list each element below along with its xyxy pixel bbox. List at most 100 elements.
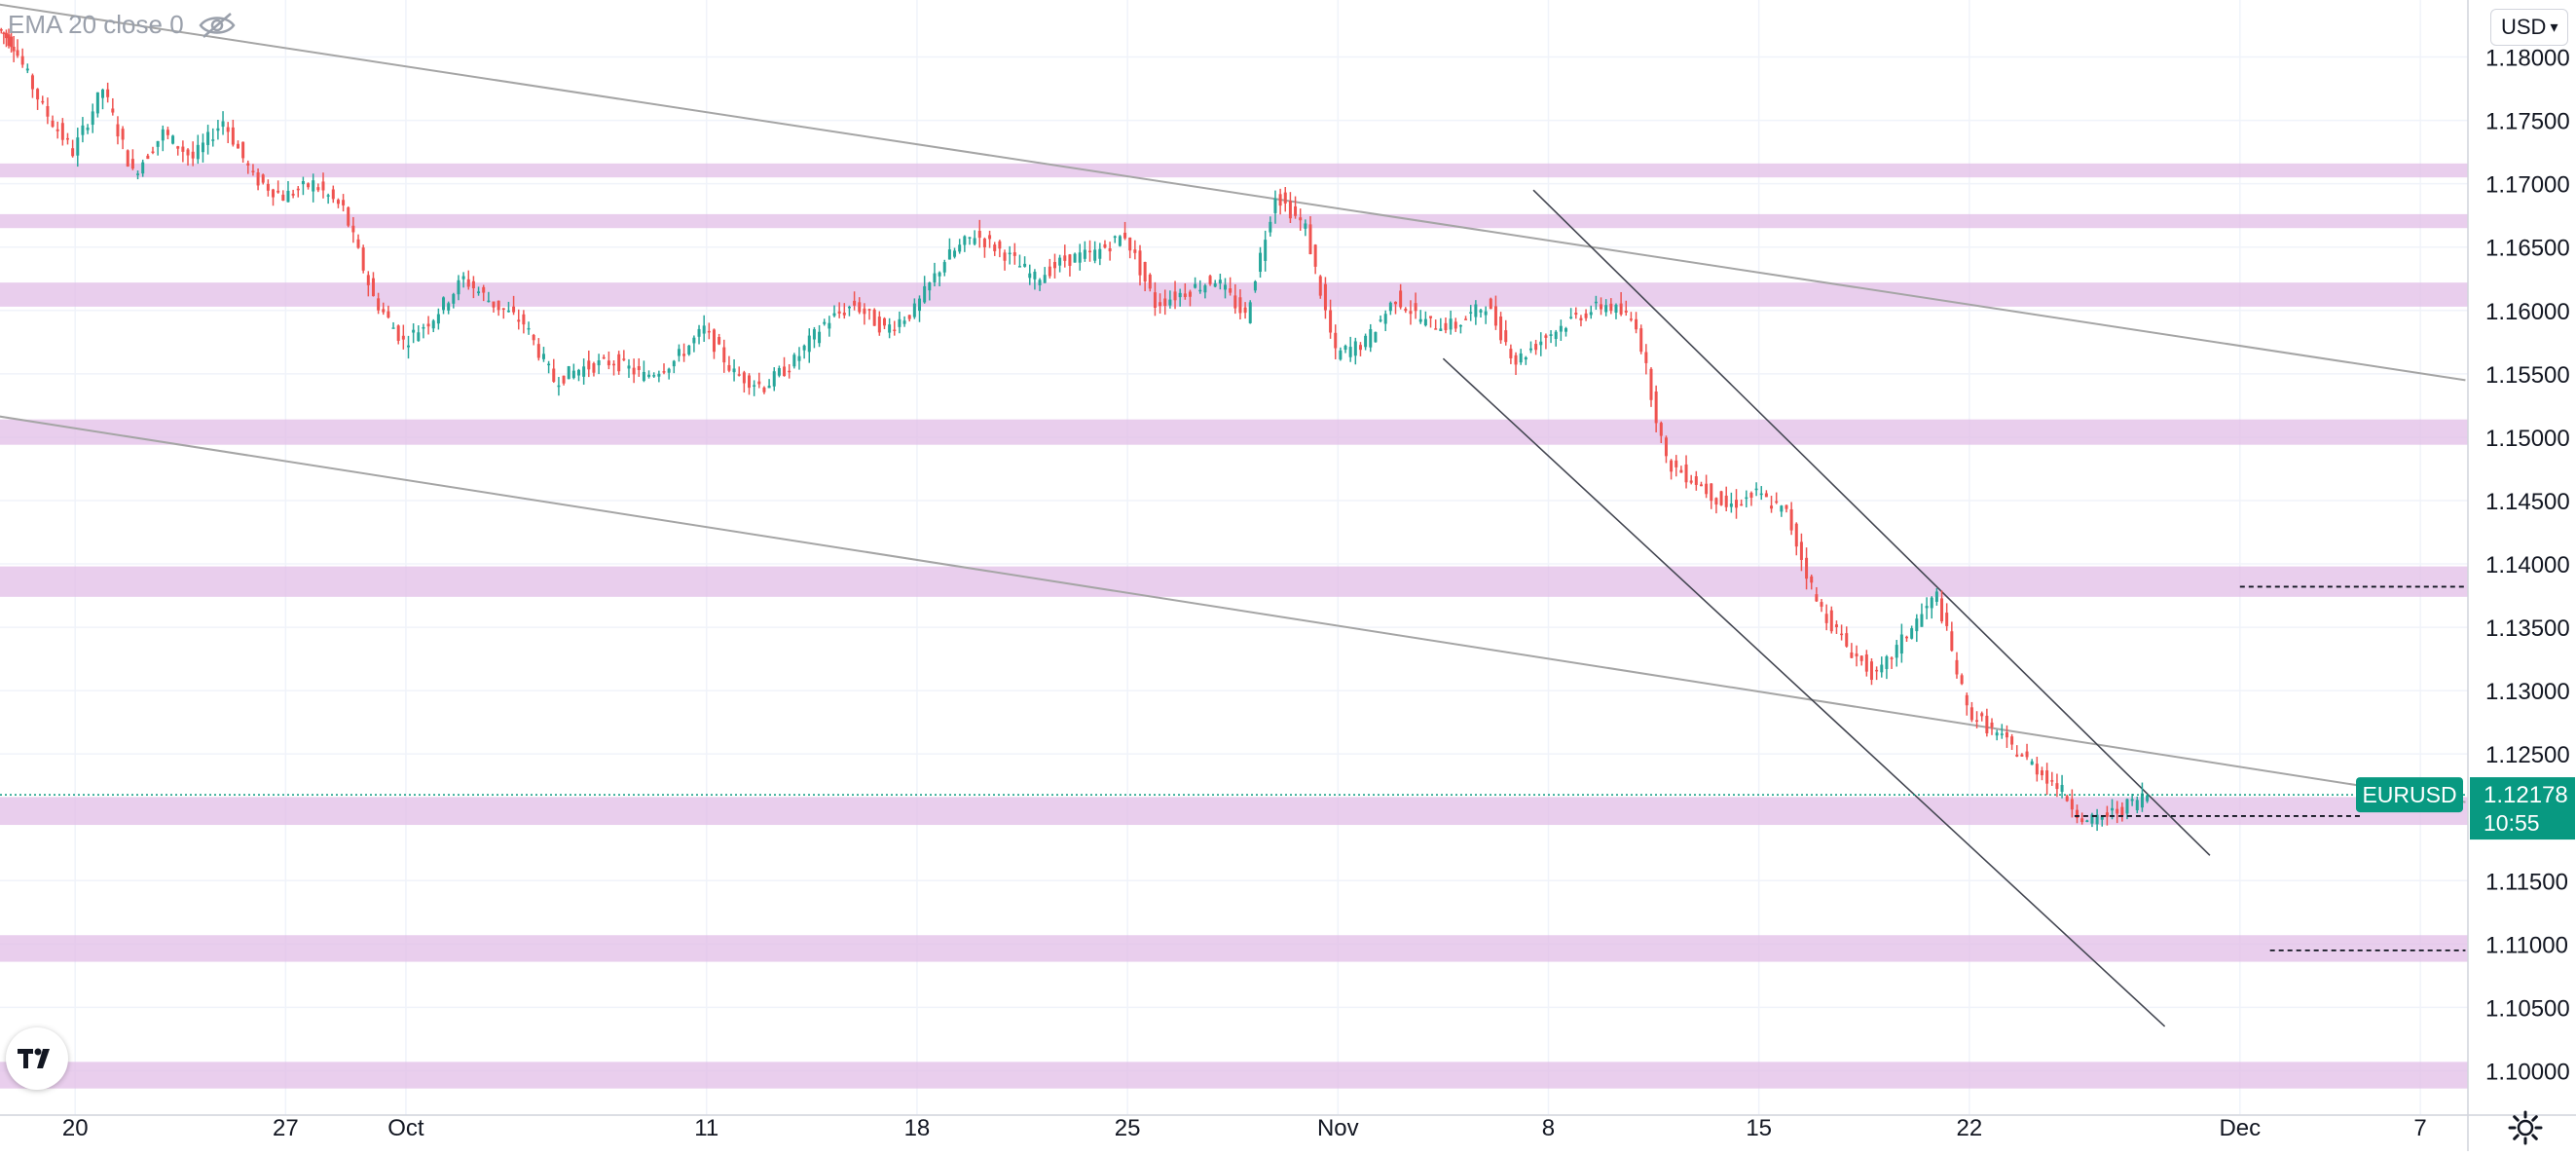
candle-body [1343, 346, 1347, 351]
candle [76, 128, 80, 168]
candle-body [1434, 328, 1438, 330]
currency-selector-button[interactable]: USD ▾ [2490, 9, 2569, 46]
candle [582, 358, 586, 385]
candle [2095, 808, 2099, 832]
candle-body [312, 180, 315, 192]
y-tick-label: 1.16000 [2485, 299, 2570, 325]
gear-icon[interactable] [2506, 1108, 2545, 1147]
candle [1218, 274, 1222, 290]
candle-body [2035, 764, 2039, 775]
candle-body [2030, 761, 2034, 765]
candle [1789, 502, 1793, 536]
candle [1093, 241, 1097, 264]
candle-body [1855, 653, 1858, 657]
zone-band [0, 419, 2468, 445]
candle-body [1288, 201, 1292, 219]
candle [1052, 253, 1056, 279]
candle [1654, 385, 1658, 432]
candle [1859, 655, 1863, 666]
candle [141, 159, 145, 177]
candle-body [1639, 328, 1643, 353]
candle-body [146, 155, 150, 160]
candle-body [171, 135, 175, 144]
candle [191, 141, 195, 167]
candle-body [1439, 328, 1443, 331]
candle [947, 238, 951, 260]
candle [1824, 604, 1828, 631]
candle-body [206, 131, 210, 145]
candle-body [627, 365, 631, 369]
candle-body [1659, 423, 1663, 436]
candle [902, 316, 906, 327]
candle [497, 300, 500, 317]
candle-body [286, 190, 290, 203]
candle [1464, 316, 1468, 320]
candle [2116, 801, 2119, 824]
candle [1479, 309, 1483, 318]
eye-crossed-icon[interactable] [198, 11, 237, 40]
candle-body [642, 371, 645, 381]
candle-body [712, 329, 716, 353]
candle [832, 305, 836, 317]
candle [1674, 455, 1678, 477]
candle-body [982, 239, 986, 247]
time-axis[interactable]: 20 27 Oct 11 18 25 Nov 8 15 22 Dec 7 [0, 1114, 2576, 1141]
price-axis[interactable]: 1.18000 1.17500 1.17000 1.16500 1.16000 1.155… [2467, 0, 2570, 1151]
candle-body [1614, 304, 1618, 314]
currency-label: USD [2501, 15, 2547, 39]
candle-body [1218, 280, 1222, 284]
candle-body [867, 309, 871, 311]
tradingview-logo-icon[interactable] [6, 1027, 68, 1090]
candle [802, 344, 806, 359]
candle-body [2065, 796, 2069, 802]
candle [1043, 267, 1047, 283]
candle [988, 230, 992, 248]
candle [471, 276, 475, 299]
candle-body [1635, 318, 1638, 330]
candle [1514, 352, 1518, 376]
candle [1719, 490, 1723, 506]
candle-body [156, 140, 160, 147]
candle [1369, 323, 1373, 353]
candle-body [1674, 460, 1678, 467]
candle-body [612, 363, 616, 366]
candle [938, 271, 941, 286]
candle-body [522, 314, 526, 325]
y-tick-label: 1.17500 [2485, 109, 2570, 135]
candle [1885, 654, 1889, 680]
candle-body [1188, 291, 1192, 297]
candle-body [391, 327, 395, 329]
candle [1474, 300, 1478, 325]
candle [1564, 326, 1568, 337]
indicator-legend: EMA 20 close 0 [8, 10, 237, 40]
candle-body [562, 375, 566, 384]
candle-body [907, 315, 911, 319]
candle-body [221, 121, 225, 128]
candle [627, 358, 631, 378]
candle [281, 190, 285, 202]
candle [316, 183, 320, 193]
candle-body [1594, 301, 1598, 304]
candle-body [818, 331, 822, 344]
candle-body [893, 329, 897, 331]
candle-body [1353, 341, 1357, 356]
candle-body [497, 300, 500, 311]
candle [501, 308, 505, 319]
candle-body [1339, 350, 1343, 360]
candle [406, 335, 410, 359]
candle-body [1670, 460, 1674, 472]
candle [1198, 280, 1202, 294]
candle [371, 272, 375, 297]
candle-body [1143, 261, 1147, 282]
candle-body [1458, 324, 1462, 327]
trend-line [1532, 189, 2211, 856]
candle-body [296, 188, 300, 191]
candle-body [1123, 232, 1127, 239]
zone-band [0, 163, 2468, 178]
candle [1875, 666, 1879, 681]
candle-body [592, 363, 596, 373]
candle [652, 372, 656, 378]
candle [1614, 303, 1618, 319]
